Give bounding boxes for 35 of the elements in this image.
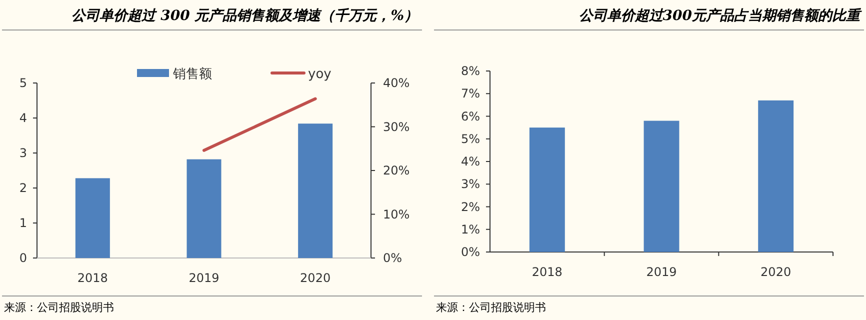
y2-tick-label: 40% — [383, 76, 410, 90]
y2-tick-label: 20% — [383, 164, 410, 178]
legend-label: 销售额 — [172, 67, 212, 82]
y-tick-label: 2% — [460, 200, 480, 214]
y-tick-label: 5% — [460, 132, 480, 146]
source-note: 来源：公司招股说明书 — [436, 301, 546, 314]
bar — [298, 124, 333, 258]
x-tick-label: 2019 — [646, 265, 677, 279]
y-tick-label: 0 — [19, 251, 27, 265]
chart-title: 公司单价超过 300 元产品销售额及增速（千万元，%） — [72, 7, 418, 24]
y-tick-label: 4% — [460, 154, 480, 168]
x-tick-label: 2019 — [188, 271, 220, 285]
y-tick-label: 3 — [19, 146, 27, 160]
chart-title: 公司单价超过300元产品占当期销售额的比重 — [578, 7, 862, 24]
y2-tick-label: 0% — [383, 251, 402, 265]
x-tick-label: 2020 — [760, 265, 792, 279]
y-tick-label: 3% — [460, 177, 480, 192]
source-note: 来源：公司招股说明书 — [4, 301, 114, 314]
y2-tick-label: 30% — [383, 120, 410, 134]
y-tick-label: 5 — [19, 76, 27, 90]
y-tick-label: 0% — [460, 245, 480, 259]
x-tick-label: 2020 — [300, 271, 331, 285]
x-tick-label: 2018 — [532, 265, 562, 279]
y-tick-label: 6% — [460, 109, 480, 124]
legend-label: yoy — [308, 67, 332, 82]
y-tick-label: 2 — [19, 181, 27, 195]
y-tick-label: 8% — [460, 64, 480, 78]
y-tick-label: 1 — [19, 216, 27, 230]
bar — [75, 178, 110, 258]
y2-tick-label: 10% — [383, 207, 410, 222]
bar — [186, 159, 222, 258]
y-tick-label: 4 — [19, 111, 27, 125]
y-tick-label: 7% — [460, 86, 480, 101]
y-tick-label: 1% — [460, 222, 480, 236]
x-tick-label: 2018 — [77, 271, 108, 285]
